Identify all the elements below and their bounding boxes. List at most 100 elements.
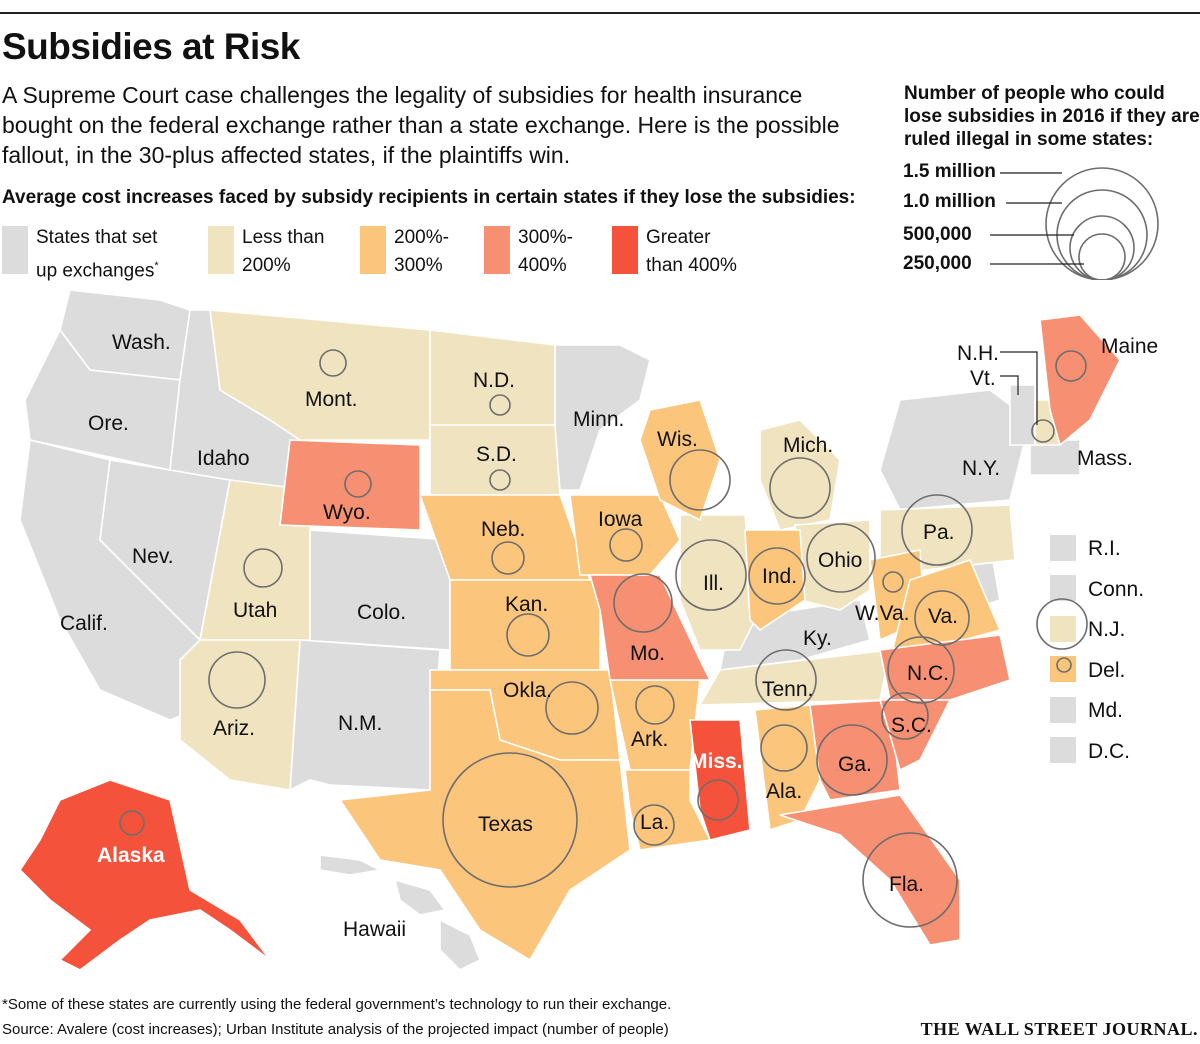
label-texas: Texas [478, 813, 533, 836]
size-label-500000: 500,000 [903, 224, 972, 245]
state-ny [879, 389, 1031, 511]
label-mich: Mich. [783, 434, 833, 457]
label-maine: Maine [1101, 335, 1158, 358]
state-wyo [279, 439, 421, 531]
source-line: Source: Avalere (cost increases); Urban … [2, 1021, 669, 1038]
footnote-mark: * [154, 260, 159, 272]
label-calif: Calif. [60, 612, 108, 635]
label-minn: Minn. [573, 408, 624, 431]
bubble-mo [613, 573, 673, 633]
label-ariz: Ariz. [213, 717, 255, 740]
bubble-mich [769, 457, 831, 519]
bubble-nh [1031, 419, 1055, 443]
label-sd: S.D. [476, 443, 517, 466]
legend-label: Less than [242, 227, 325, 248]
bubble-nc [887, 636, 955, 704]
bubble-fla [862, 832, 958, 928]
size-label-250000: 250,000 [903, 253, 972, 274]
size-label-1000000: 1.0 million [903, 191, 996, 212]
legend-item-300-400: 300%- 400% [484, 226, 573, 280]
us-map: Wash. Ore. Calif. Idaho Nev. Mont. Wyo. … [18, 289, 1158, 971]
label-kan: Kan. [505, 593, 548, 616]
state-mo [588, 574, 712, 681]
label-nh: N.H. [957, 342, 999, 365]
nh-leader-line [1000, 351, 1038, 425]
bubble-texas [442, 752, 578, 888]
size-label-1500000: 1.5 million [903, 161, 996, 182]
bubble-tenn [755, 649, 817, 711]
state-texas [338, 689, 631, 962]
label-sc: S.C. [891, 714, 932, 737]
state-vt [1009, 384, 1036, 446]
label-ind: Ind. [762, 565, 797, 588]
label-neb: Neb. [481, 518, 525, 541]
size-legend-title: Number of people who could lose subsidie… [904, 83, 1200, 150]
label-mont: Mont. [305, 388, 358, 411]
bubble-neb [491, 541, 525, 575]
label-vt: Vt. [970, 367, 996, 390]
label-wyo: Wyo. [323, 501, 371, 524]
label-ky: Ky. [803, 627, 832, 650]
bubble-maine [1055, 350, 1087, 382]
bubble-wyo [344, 470, 372, 498]
state-maine [1039, 314, 1121, 447]
bubble-mont [319, 349, 347, 377]
vt-leader-line [1000, 375, 1019, 395]
label-ore: Ore. [88, 412, 129, 435]
label-tenn: Tenn. [762, 678, 813, 701]
state-ill [679, 514, 756, 651]
label-nj: N.J. [1088, 618, 1125, 641]
label-nev: Nev. [132, 545, 174, 568]
legend-label: 200% [242, 255, 291, 276]
size-legend-circles [990, 167, 1159, 280]
bubble-pa [901, 494, 973, 566]
state-alaska [18, 779, 271, 971]
label-fla: Fla. [889, 873, 924, 896]
state-sc [878, 699, 952, 772]
color-legend-title: Average cost increases faced by subsidy … [2, 187, 856, 208]
size-circle-500000 [1069, 215, 1135, 280]
label-conn: Conn. [1088, 578, 1144, 601]
bubble-ala [760, 724, 808, 772]
state-nc [879, 634, 1011, 701]
label-nd: N.D. [473, 369, 515, 392]
wsj-logo: THE WALL STREET JOURNAL. [920, 1019, 1198, 1039]
label-ohio: Ohio [818, 549, 862, 572]
state-ind [744, 529, 806, 632]
state-ark [609, 679, 701, 771]
bubble-sc [881, 692, 929, 740]
label-wva: W.Va. [855, 602, 909, 625]
bubble-sd [489, 469, 511, 491]
state-va [888, 559, 1002, 662]
label-va: Va. [928, 605, 958, 628]
label-colo: Colo. [357, 601, 406, 624]
top-rule [0, 12, 1200, 14]
state-hawaii-1 [319, 854, 383, 876]
state-hawaii-3 [439, 918, 482, 971]
label-mo: Mo. [630, 642, 665, 665]
label-wis: Wis. [657, 428, 698, 451]
label-ga: Ga. [838, 753, 872, 776]
label-miss: Miss. [690, 750, 743, 773]
state-hawaii-2 [393, 878, 447, 916]
small-state-swatch-dc [1050, 737, 1076, 763]
bubble-okla [545, 681, 599, 735]
small-state-swatch-md [1050, 697, 1076, 723]
bubble-ill [675, 539, 747, 611]
legend-swatch [612, 226, 638, 274]
legend-label: Greater [646, 227, 711, 248]
dek-text: A Supreme Court case challenges the lega… [2, 82, 840, 168]
label-nm: N.M. [338, 712, 382, 735]
label-ri: R.I. [1088, 537, 1121, 560]
footnote: *Some of these states are currently usin… [2, 996, 672, 1013]
state-fla [779, 794, 961, 946]
bubble-miss [697, 779, 739, 821]
bubble-alaska [119, 810, 145, 836]
label-mass: Mass. [1077, 447, 1133, 470]
legend-swatch [484, 226, 510, 274]
legend-item-200-300: 200%- 300% [360, 226, 449, 280]
label-alaska: Alaska [97, 844, 165, 867]
bubble-del [1056, 657, 1072, 673]
legend-swatch [360, 226, 386, 274]
bubble-nd [489, 394, 511, 416]
